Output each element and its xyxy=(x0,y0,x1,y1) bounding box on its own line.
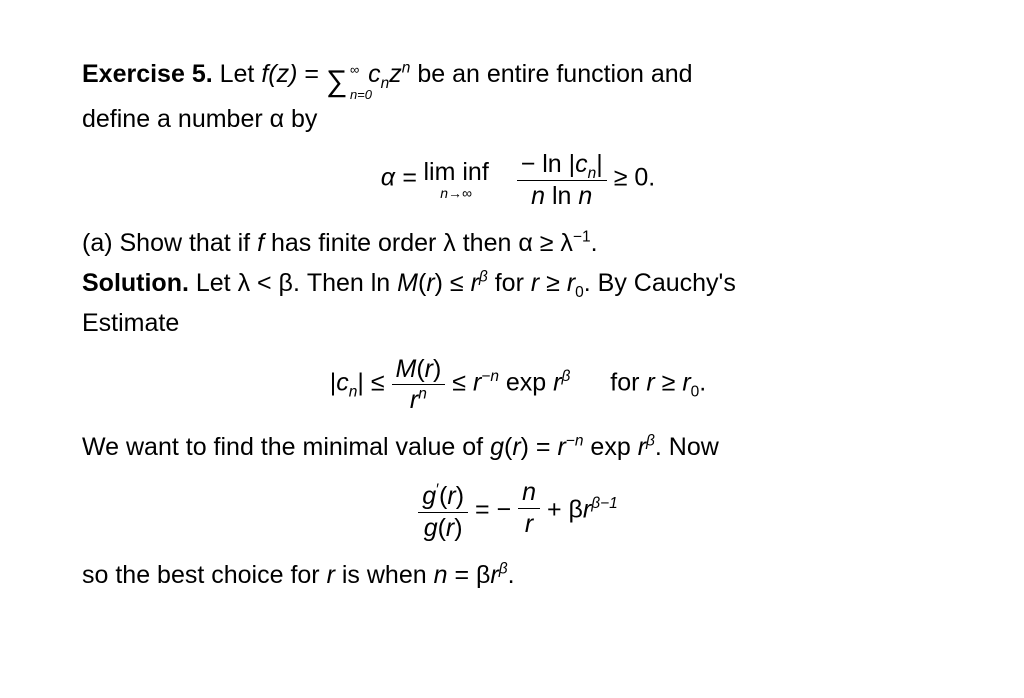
text: We want to find the minimal value of xyxy=(82,433,490,461)
exp-neg1: −1 xyxy=(573,228,591,245)
sum-upper: ∞ xyxy=(350,63,359,76)
solution-label: Solution. xyxy=(82,269,189,297)
n-over-r: n r xyxy=(518,479,540,537)
solution-line1: Solution. Let λ < β. Then ln M(r) ≤ rβ f… xyxy=(82,265,954,301)
equals: = xyxy=(297,60,326,88)
fraction-numerator: M(r) xyxy=(392,356,446,385)
solution-line2: Estimate xyxy=(82,305,954,341)
cauchy-fraction: M(r) rn xyxy=(392,356,446,414)
fraction-numerator: g′(r) xyxy=(418,483,468,512)
sigma-icon: ∑ xyxy=(326,67,347,97)
fraction-denominator: g(r) xyxy=(418,513,468,541)
text: so the best choice for xyxy=(82,561,327,589)
best-choice: so the best choice for r is when n = βrβ… xyxy=(82,557,954,593)
part-a: (a) Show that if f has finite order λ th… xyxy=(82,225,954,261)
page: Exercise 5. Let f(z) = ∞∑n=0 cnz n be an … xyxy=(0,0,1024,698)
exercise-intro-line1: Exercise 5. Let f(z) = ∞∑n=0 cnzn be an … xyxy=(82,56,954,97)
liminf-text: lim inf xyxy=(423,158,488,186)
alpha-definition: α = lim inf n→∞ − ln |cn| n ln n ≥ 0. xyxy=(82,151,954,209)
want-line: We want to find the minimal value of g(r… xyxy=(82,429,954,465)
text: be an entire function and xyxy=(410,60,692,88)
gprime-over-g: g′(r) g(r) = − n r + βrβ−1 xyxy=(82,479,954,541)
alpha-tail: ≥ 0. xyxy=(614,164,656,192)
fraction-numerator: − ln |cn| xyxy=(517,151,607,180)
part-a-text: (a) Show that if xyxy=(82,229,257,257)
fraction-denominator: n ln n xyxy=(517,181,607,209)
summation-symbol: ∞∑n=0 xyxy=(326,67,347,97)
alpha-lhs: α = xyxy=(381,164,424,192)
math-cn: cn xyxy=(368,60,389,88)
liminf: lim inf n→∞ xyxy=(423,159,488,200)
text: Let xyxy=(220,60,262,88)
math-f-of-z: f(z) xyxy=(261,60,297,88)
math-M: M xyxy=(397,269,418,297)
period: . xyxy=(591,229,598,257)
exercise-intro-line2: define a number α by xyxy=(82,101,954,137)
fraction-denominator: r xyxy=(518,509,540,537)
exercise-label: Exercise 5. xyxy=(82,60,213,88)
math-f: f xyxy=(257,229,264,257)
text: has finite order λ then α ≥ λ xyxy=(264,229,573,257)
text: Let λ < β. Then ln xyxy=(189,269,397,297)
fraction-denominator: rn xyxy=(392,385,446,413)
alpha-fraction: − ln |cn| n ln n xyxy=(517,151,607,209)
fraction-numerator: n xyxy=(518,479,540,508)
cauchy-estimate: |cn| ≤ M(r) rn ≤ r−n exp rβ for r ≥ r0. xyxy=(82,356,954,414)
sum-lower: n=0 xyxy=(350,88,372,101)
gprime-fraction: g′(r) g(r) xyxy=(418,483,468,541)
math-z: z xyxy=(389,60,402,88)
liminf-sub: n→∞ xyxy=(423,186,488,201)
